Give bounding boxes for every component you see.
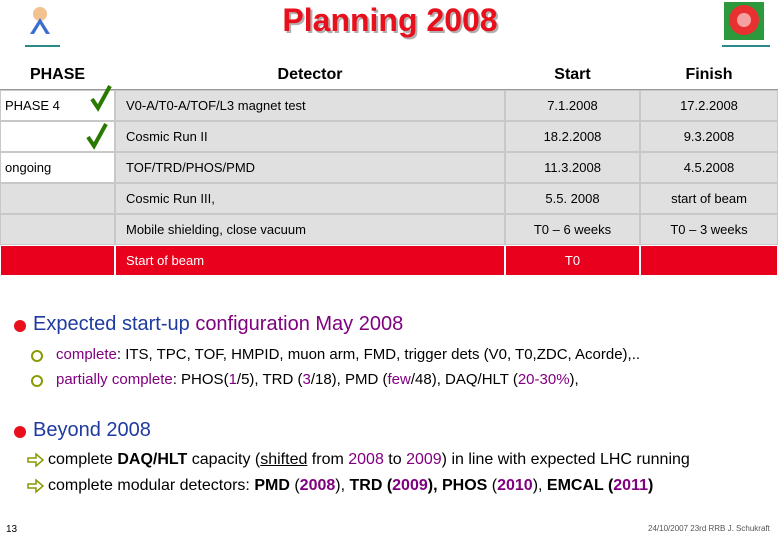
text: EMCAL [546,477,604,494]
sub-arrow [27,452,45,468]
bullet-dot [14,426,26,438]
text: ), [532,477,547,494]
text: ), [335,477,350,494]
bullet-icons [14,320,45,494]
text: partially complete [56,371,173,388]
sub-arrow [27,478,45,494]
table-cell [0,214,115,245]
text: few [387,371,411,388]
column-header: Finish [640,60,778,90]
text: : ITS, TPC, TOF, HMPID, muon arm, FMD, t… [116,346,641,363]
text: 20-30% [517,371,570,388]
table-cell: 17.2.2008 [640,90,778,121]
text: 2010 [497,477,533,494]
text: 2008 [348,451,384,468]
table-cell: 18.2.2008 [505,121,640,152]
sub-item: partially complete: PHOS(1/5), TRD (3/18… [56,371,579,388]
text: TRD [349,477,383,494]
text: PHOS [441,477,488,494]
footer-note: 24/10/2007 23rd RRB J. Schukraft [648,524,770,533]
sub-bullet [31,375,43,387]
table-cell [0,121,115,152]
title: Planning 2008 [282,2,498,38]
text: Expected start-up [33,313,196,335]
text: /5), TRD ( [236,371,303,388]
bullet: Expected start-up configuration May 2008 [33,313,403,336]
column-header: PHASE [0,60,115,90]
text: complete modular detectors: [48,477,255,494]
sub-item: complete DAQ/HLT capacity (shifted from … [48,451,690,469]
text: /18), PMD ( [310,371,388,388]
column-header: Detector [115,60,505,90]
table-cell: Cosmic Run II [115,121,505,152]
text: 3 [302,371,311,388]
text: 2009 [392,477,428,494]
table-cell: 5.5. 2008 [505,183,640,214]
text: from [307,451,349,468]
table-cell: Cosmic Run III, [115,183,505,214]
text: 1 [228,371,237,388]
text: configuration May 2008 [195,313,404,335]
table-cell: 9.3.2008 [640,121,778,152]
text: Beyond 2008 [33,419,151,441]
table-cell: Start of beam [115,245,505,276]
text: ) in line with expected LHC running [441,451,690,468]
table-cell: PHASE 4 [0,90,115,121]
text: complete [56,346,117,363]
table-cell [0,183,115,214]
text: : PHOS( [172,371,229,388]
text: ), [569,371,579,388]
text: 2011 [613,477,648,494]
text: PMD [254,477,290,494]
table-cell: 7.1.2008 [505,90,640,121]
sub-item: complete: ITS, TPC, TOF, HMPID, muon arm… [56,346,640,363]
table-cell: 11.3.2008 [505,152,640,183]
text: DAQ/HLT [117,451,188,468]
table-cell: T0 – 6 weeks [505,214,640,245]
table-cell: ongoing [0,152,115,183]
text: capacity ( [187,451,261,468]
table-cell: T0 [505,245,640,276]
text: 2008 [299,477,336,494]
table-cell [0,245,115,276]
table-cell: T0 – 3 weeks [640,214,778,245]
left-logo [30,7,50,34]
table-cell: start of beam [640,183,778,214]
table-cell: Mobile shielding, close vacuum [115,214,505,245]
text: ), [427,477,442,494]
text: /48), DAQ/HLT ( [410,371,518,388]
header-graphics [25,2,770,47]
bullet-dot [14,320,26,332]
column-header: Start [505,60,640,90]
table-cell: TOF/TRD/PHOS/PMD [115,152,505,183]
text: ( [603,477,614,494]
text: ) [648,477,654,494]
text: 2009 [406,451,442,468]
text: ( [289,477,300,494]
table-cell: 4.5.2008 [640,152,778,183]
table-cell: V0-A/T0-A/TOF/L3 magnet test [115,90,505,121]
table-cell [640,245,778,276]
bullet: Beyond 2008 [33,419,151,442]
text: complete [48,451,118,468]
sub-item: complete modular detectors: PMD (2008), … [48,477,653,495]
right-logo [724,2,764,40]
page-number: 13 [6,524,18,535]
text: to [383,451,407,468]
sub-bullet [31,350,43,362]
text: ( [487,477,498,494]
text: ( [382,477,393,494]
text: shifted [260,451,308,468]
